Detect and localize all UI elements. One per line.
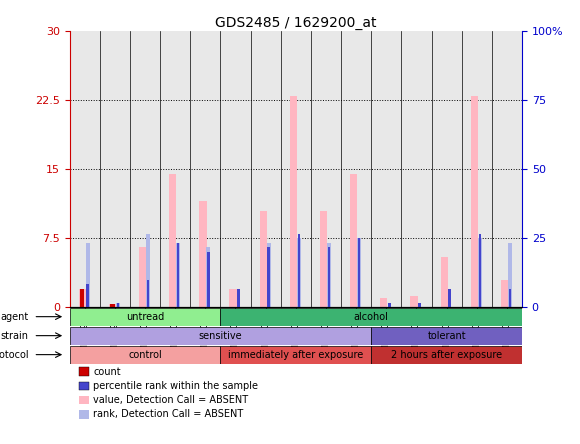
Bar: [267, 247, 270, 307]
Bar: [371, 31, 401, 307]
Bar: [350, 174, 357, 307]
Bar: [139, 247, 146, 307]
Bar: [432, 31, 462, 307]
Bar: [508, 243, 512, 307]
Text: tolerant: tolerant: [427, 331, 466, 341]
Bar: [79, 381, 89, 390]
FancyBboxPatch shape: [371, 326, 522, 345]
Bar: [220, 31, 251, 307]
Bar: [160, 31, 190, 307]
Bar: [79, 367, 89, 376]
Bar: [230, 289, 237, 307]
Text: immediately after exposure: immediately after exposure: [228, 349, 364, 360]
FancyBboxPatch shape: [70, 345, 220, 364]
Bar: [358, 238, 360, 307]
Bar: [190, 31, 220, 307]
Bar: [357, 238, 361, 307]
Bar: [492, 31, 522, 307]
Text: agent: agent: [1, 312, 29, 321]
Text: rank, Detection Call = ABSENT: rank, Detection Call = ABSENT: [93, 409, 244, 420]
Bar: [320, 210, 327, 307]
Bar: [501, 280, 508, 307]
Bar: [327, 243, 331, 307]
Bar: [260, 210, 267, 307]
Bar: [116, 302, 120, 307]
Bar: [80, 289, 85, 307]
Bar: [418, 302, 420, 307]
Bar: [267, 243, 271, 307]
Text: untread: untread: [126, 312, 164, 321]
Bar: [117, 302, 119, 307]
Bar: [237, 289, 240, 307]
Bar: [100, 31, 130, 307]
FancyBboxPatch shape: [70, 308, 220, 326]
Bar: [86, 243, 90, 307]
Text: alcohol: alcohol: [354, 312, 389, 321]
FancyBboxPatch shape: [371, 345, 522, 364]
FancyBboxPatch shape: [220, 308, 522, 326]
Bar: [146, 234, 150, 307]
FancyBboxPatch shape: [220, 345, 371, 364]
Bar: [478, 234, 481, 307]
Text: 2 hours after exposure: 2 hours after exposure: [391, 349, 502, 360]
Bar: [297, 238, 301, 307]
Bar: [290, 95, 297, 307]
Bar: [298, 234, 300, 307]
Text: value, Detection Call = ABSENT: value, Detection Call = ABSENT: [93, 395, 248, 405]
Bar: [401, 31, 432, 307]
FancyBboxPatch shape: [70, 326, 371, 345]
Bar: [206, 247, 211, 307]
Bar: [110, 305, 115, 307]
Bar: [478, 238, 482, 307]
Bar: [462, 31, 492, 307]
Bar: [411, 296, 418, 307]
Bar: [177, 243, 179, 307]
Bar: [79, 289, 86, 307]
Bar: [130, 31, 160, 307]
Bar: [441, 257, 448, 307]
Text: percentile rank within the sample: percentile rank within the sample: [93, 381, 258, 391]
Bar: [281, 31, 311, 307]
Bar: [207, 252, 209, 307]
Bar: [509, 289, 511, 307]
Bar: [328, 247, 330, 307]
Title: GDS2485 / 1629200_at: GDS2485 / 1629200_at: [215, 16, 376, 30]
Bar: [200, 201, 206, 307]
Text: count: count: [93, 367, 121, 377]
Bar: [341, 31, 371, 307]
Text: control: control: [128, 349, 162, 360]
Bar: [86, 284, 89, 307]
Bar: [388, 302, 390, 307]
Bar: [109, 305, 116, 307]
Bar: [79, 410, 89, 419]
Bar: [169, 174, 176, 307]
Bar: [448, 289, 451, 307]
Bar: [471, 95, 478, 307]
Bar: [176, 243, 180, 307]
Bar: [147, 280, 149, 307]
Bar: [79, 396, 89, 404]
Bar: [311, 31, 341, 307]
Text: protocol: protocol: [0, 349, 29, 360]
Bar: [380, 298, 387, 307]
Bar: [251, 31, 281, 307]
Bar: [70, 31, 100, 307]
Text: strain: strain: [1, 331, 29, 341]
Text: sensitive: sensitive: [198, 331, 242, 341]
